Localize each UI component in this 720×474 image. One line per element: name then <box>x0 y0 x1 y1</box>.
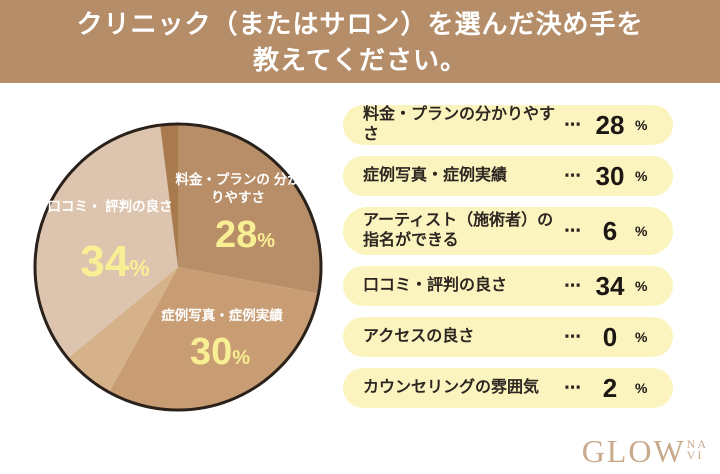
header-banner: クリニック（またはサロン）を選んだ決め手を 教えてください。 <box>0 0 720 83</box>
legend-row-value: 0 <box>602 322 618 352</box>
pie-slice-value-review: 34% <box>45 239 185 285</box>
legend-row-unit: % <box>635 168 648 184</box>
pie-outline <box>33 122 323 412</box>
legend-row-label: アクセスの良さ <box>363 328 475 345</box>
legend-row-unit: % <box>635 278 648 294</box>
legend-row-review: 口コミ・評判の良さ ⋯ 34 % <box>343 266 673 306</box>
pie-slice-label-review-line2: 評判の良さ <box>105 199 173 214</box>
dots-separator: ⋯ <box>564 221 581 240</box>
legend-row-unit: % <box>635 223 648 239</box>
dots-separator: ⋯ <box>564 327 581 346</box>
pie-slice-label-review-line1: 口コミ・ <box>47 199 102 214</box>
pie-slice-value-review-number: 34 <box>80 237 130 286</box>
pie-slice-label-case-line1: 症例写真・症例実績 <box>161 308 283 323</box>
legend-row-access: アクセスの良さ ⋯ 0 % <box>343 317 673 357</box>
pie-slice-value-case-unit: % <box>232 347 251 369</box>
legend-row-value: 2 <box>602 373 618 403</box>
logo-suffix: NA VI <box>686 437 708 462</box>
legend-row-value: 28 <box>595 110 625 140</box>
pie-svg <box>33 122 323 412</box>
pie-slice-label-review: 口コミ・ 評判の良さ <box>40 198 180 216</box>
legend-row-counseling: カウンセリングの雰囲気 ⋯ 2 % <box>343 368 673 408</box>
legend-row-label: アーティスト（施術者）の 指名ができる <box>363 212 554 249</box>
pie-slice-value-review-unit: % <box>129 255 150 281</box>
legend-row-case: 症例写真・症例実績 ⋯ 30 % <box>343 156 673 196</box>
legend-row-label: 症例写真・症例実績 <box>363 167 508 184</box>
legend-list: 料金・プランの分かりやすさ ⋯ 28 % 症例写真・症例実績 ⋯ 30 % アー… <box>343 105 673 408</box>
pie-slice <box>178 124 322 294</box>
pie-slice-label-fee-line1: 料金・プランの <box>175 172 270 187</box>
pie-slice-label-fee: 料金・プランの 分かりやすさ <box>171 171 305 207</box>
page-title-line2: 教えてください。 <box>253 44 467 75</box>
legend-row-fee: 料金・プランの分かりやすさ ⋯ 28 % <box>343 105 673 145</box>
legend-row-label: 料金・プランの分かりやすさ <box>363 106 556 143</box>
pie-chart: 料金・プランの 分かりやすさ 28% 口コミ・ 評判の良さ 34% 症例写真・症… <box>33 122 323 412</box>
legend-row-label: 口コミ・評判の良さ <box>363 277 508 294</box>
pie-slice-label-fee-line2: 分かりやすさ <box>211 172 301 205</box>
legend-row-value: 34 <box>595 271 625 301</box>
pie-slice-value-fee-number: 28 <box>214 214 258 256</box>
legend-row-artist: アーティスト（施術者）の 指名ができる ⋯ 6 % <box>343 207 673 255</box>
legend-row-unit: % <box>635 117 648 133</box>
pie-slice <box>67 267 178 393</box>
dots-separator: ⋯ <box>564 378 581 397</box>
dots-separator: ⋯ <box>564 166 581 185</box>
pie-slice-value-fee-unit: % <box>257 230 276 252</box>
legend-row-unit: % <box>635 329 648 345</box>
logo-word: GLOW <box>581 433 686 469</box>
pie-slice-value-fee: 28% <box>178 215 312 255</box>
logo-suffix-bottom: VI <box>686 448 704 462</box>
legend-row-value: 30 <box>595 161 625 191</box>
legend-row-unit: % <box>635 380 648 396</box>
pie-slice <box>109 267 319 410</box>
legend-row-value: 6 <box>602 216 618 246</box>
pie-slice <box>160 124 178 267</box>
pie-slice <box>35 125 179 359</box>
page-title-line1: クリニック（またはサロン）を選んだ決め手を <box>76 8 644 39</box>
dots-separator: ⋯ <box>564 115 581 134</box>
pie-slice-value-case: 30% <box>145 332 295 372</box>
pie-slice-value-case-number: 30 <box>189 331 233 373</box>
pie-slice-label-case: 症例写真・症例実績 <box>147 307 297 325</box>
legend-row-label: カウンセリングの雰囲気 <box>363 379 540 396</box>
glownavi-logo: GLOW NA VI <box>581 433 708 469</box>
dots-separator: ⋯ <box>564 276 581 295</box>
logo-suffix-top: NA <box>686 437 708 451</box>
